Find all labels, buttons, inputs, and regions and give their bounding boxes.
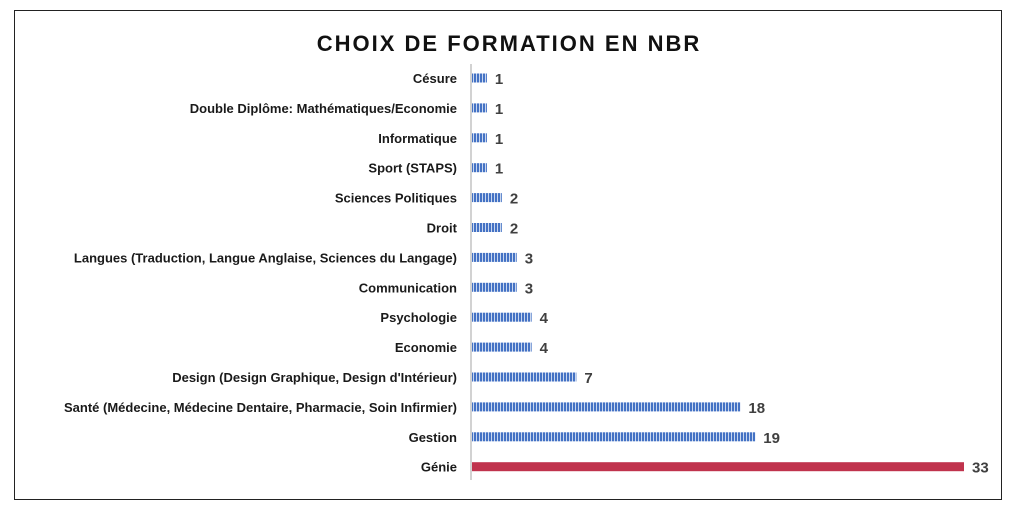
data-label: 7 — [584, 370, 592, 387]
data-label: 2 — [510, 191, 518, 208]
category-label: Gestion — [409, 430, 457, 445]
category-label: Communication — [359, 280, 457, 295]
data-label: 33 — [972, 460, 989, 477]
data-label: 1 — [495, 101, 503, 118]
data-label: 3 — [525, 250, 533, 267]
data-label: 2 — [510, 221, 518, 238]
bar-highlight — [472, 462, 964, 472]
bar — [472, 342, 532, 352]
category-label: Sport (STAPS) — [368, 161, 457, 176]
bar — [472, 282, 517, 292]
bar — [472, 73, 487, 83]
bar — [472, 372, 577, 382]
data-label: 4 — [540, 310, 549, 327]
category-label: Santé (Médecine, Médecine Dentaire, Phar… — [64, 400, 457, 415]
bar — [472, 133, 487, 143]
category-label: Césure — [413, 71, 457, 86]
data-label: 1 — [495, 71, 503, 88]
category-label: Langues (Traduction, Langue Anglaise, Sc… — [74, 250, 457, 265]
data-label: 18 — [748, 400, 765, 417]
data-label: 4 — [540, 340, 549, 357]
category-label: Sciences Politiques — [335, 191, 457, 206]
bar — [472, 103, 487, 113]
category-label: Droit — [427, 221, 458, 236]
bar — [472, 223, 502, 232]
bar — [472, 193, 502, 203]
bar — [472, 312, 532, 322]
bar — [472, 163, 487, 173]
bar — [472, 252, 517, 262]
chart-title: CHOIX DE FORMATION EN NBR — [316, 31, 702, 56]
data-label: 19 — [763, 430, 780, 447]
bar — [472, 432, 756, 442]
data-label: 3 — [525, 280, 533, 297]
category-label: Design (Design Graphique, Design d'Intér… — [172, 370, 457, 385]
data-label: 1 — [495, 131, 503, 148]
category-label: Psychologie — [380, 310, 457, 325]
category-label: Economie — [395, 340, 457, 355]
category-label: Informatique — [378, 131, 457, 146]
data-label: 1 — [495, 161, 503, 178]
bar — [472, 402, 741, 412]
category-label: Double Diplôme: Mathématiques/Economie — [190, 101, 457, 116]
category-label: Génie — [421, 460, 457, 475]
